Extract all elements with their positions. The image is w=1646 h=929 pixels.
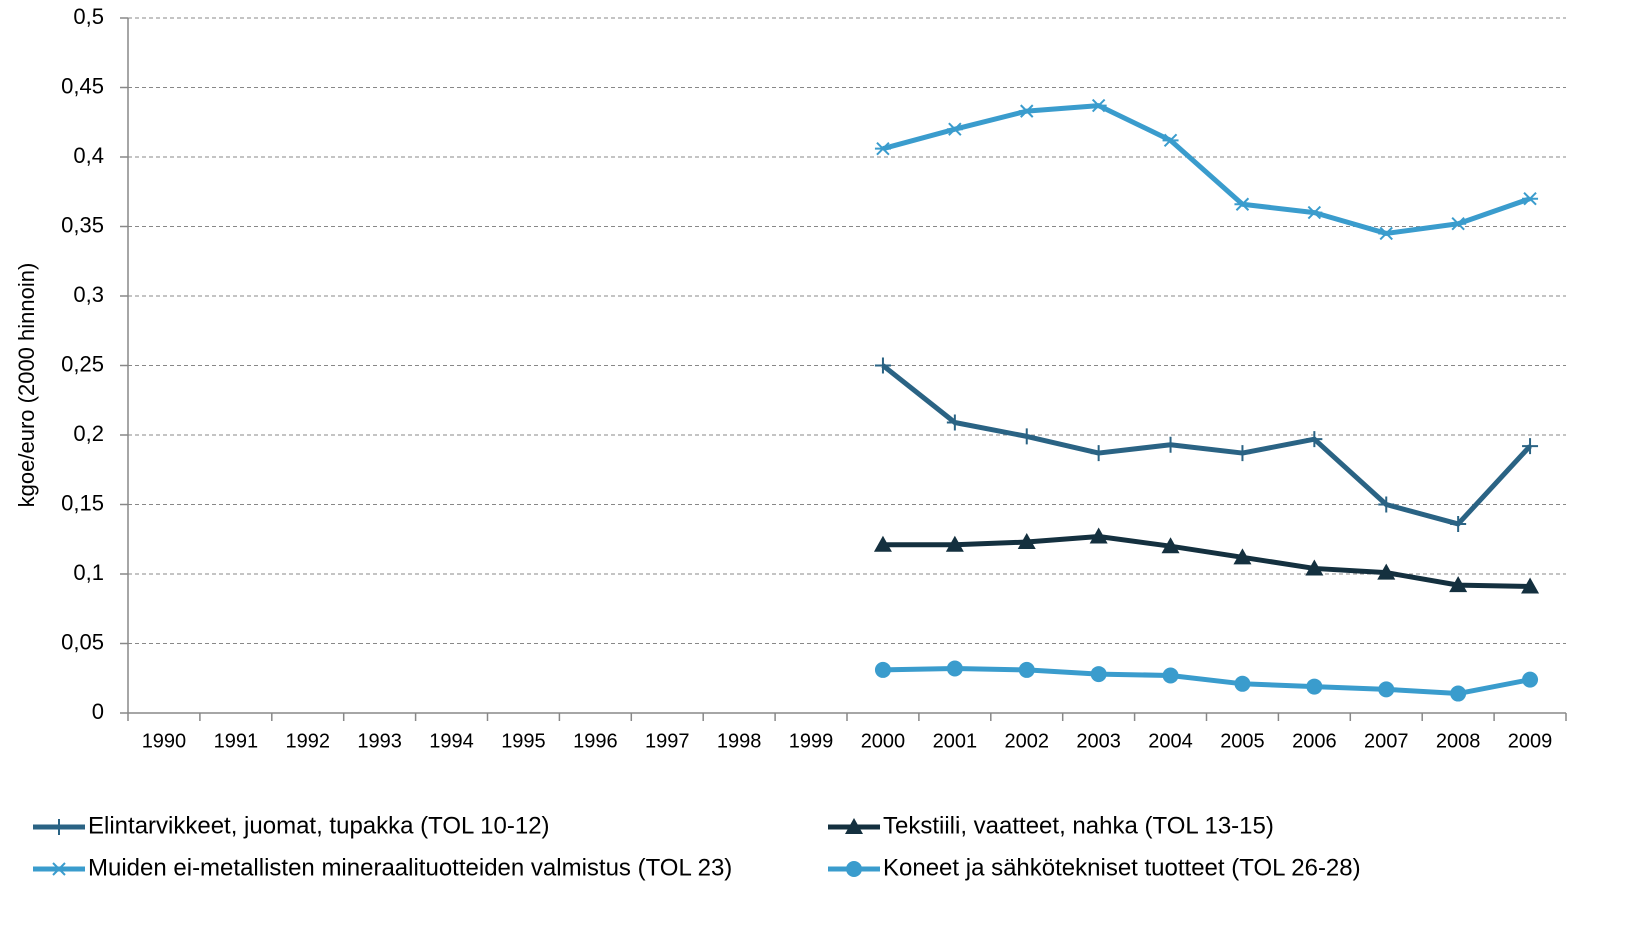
- marker: [1306, 678, 1323, 695]
- marker: [1161, 537, 1180, 554]
- marker: [51, 819, 67, 835]
- y-tick-label: 0,4: [73, 143, 104, 168]
- x-tick-label: 2009: [1508, 730, 1553, 752]
- x-tick-label: 1994: [429, 730, 474, 752]
- marker: [1450, 217, 1467, 231]
- marker: [51, 862, 67, 876]
- marker: [846, 861, 862, 877]
- x-tick-label: 2008: [1436, 730, 1481, 752]
- x-tick-label: 2007: [1364, 730, 1409, 752]
- marker: [1234, 445, 1251, 462]
- marker: [1018, 104, 1035, 118]
- marker: [1018, 428, 1035, 445]
- marker: [1089, 527, 1108, 544]
- x-tick-label: 1991: [214, 730, 259, 752]
- marker: [1162, 667, 1179, 684]
- y-tick-label: 0,1: [73, 560, 104, 585]
- marker: [1306, 205, 1323, 220]
- y-tick-label: 0,5: [73, 4, 104, 29]
- y-tick-label: 0,05: [61, 629, 104, 654]
- y-tick-label: 0,2: [73, 421, 104, 446]
- marker: [874, 141, 891, 156]
- marker: [1017, 533, 1036, 550]
- marker: [1090, 98, 1107, 113]
- marker: [945, 535, 964, 552]
- marker: [1090, 445, 1107, 462]
- marker: [1378, 681, 1395, 698]
- marker: [1378, 226, 1395, 241]
- legend-item: Elintarvikkeet, juomat, tupakka (TOL 10-…: [33, 812, 550, 839]
- marker: [946, 660, 963, 677]
- marker: [1306, 431, 1323, 448]
- legend-label: Muiden ei-metallisten mineraalituotteide…: [88, 854, 732, 881]
- marker: [1450, 685, 1467, 702]
- legend-label: Koneet ja sähkötekniset tuotteet (TOL 26…: [883, 854, 1361, 881]
- y-tick-label: 0,45: [61, 73, 104, 98]
- marker: [946, 122, 963, 136]
- y-axis-label: kgoe/euro (2000 hinnoin): [14, 263, 39, 508]
- x-tick-label: 1990: [142, 730, 187, 752]
- x-tick-label: 1996: [573, 730, 618, 752]
- x-tick-label: 2005: [1220, 730, 1265, 752]
- y-tick-label: 0: [92, 699, 104, 724]
- x-tick-label: 2004: [1148, 730, 1193, 752]
- marker: [873, 535, 892, 552]
- x-tick-label: 1993: [357, 730, 402, 752]
- marker: [1162, 133, 1179, 148]
- marker: [1233, 548, 1252, 565]
- x-tick-label: 1999: [789, 730, 834, 752]
- x-tick-label: 2000: [861, 730, 906, 752]
- x-tick-label: 2006: [1292, 730, 1337, 752]
- marker: [1305, 559, 1324, 576]
- legend-item: Koneet ja sähkötekniset tuotteet (TOL 26…: [828, 854, 1361, 881]
- marker: [874, 357, 891, 374]
- x-tick-label: 2003: [1076, 730, 1121, 752]
- x-tick-label: 1992: [286, 730, 331, 752]
- marker: [1378, 496, 1395, 513]
- series-line: [882, 533, 1531, 590]
- marker: [946, 414, 963, 431]
- marker: [1522, 671, 1539, 688]
- y-tick-label: 0,25: [61, 351, 104, 376]
- marker: [1449, 576, 1468, 593]
- y-tick-label: 0,35: [61, 212, 104, 237]
- marker: [1090, 666, 1107, 683]
- x-tick-label: 1995: [501, 730, 546, 752]
- marker: [1162, 436, 1179, 453]
- x-tick-label: 2002: [1005, 730, 1050, 752]
- x-tick-label: 2001: [933, 730, 978, 752]
- y-tick-label: 0,3: [73, 282, 104, 307]
- y-tick-label: 0,15: [61, 490, 104, 515]
- legend-item: Tekstiili, vaatteet, nahka (TOL 13-15): [828, 812, 1274, 839]
- marker: [1234, 197, 1251, 211]
- marker: [874, 661, 891, 678]
- series-line: [882, 103, 1531, 236]
- marker: [1450, 515, 1467, 532]
- x-tick-label: 1997: [645, 730, 690, 752]
- series-line: [882, 666, 1531, 697]
- x-tick-label: 1998: [717, 730, 762, 752]
- marker: [1018, 661, 1035, 678]
- marker: [1522, 438, 1539, 455]
- marker: [1234, 675, 1251, 692]
- legend-label: Elintarvikkeet, juomat, tupakka (TOL 10-…: [88, 812, 550, 839]
- series-line: [881, 363, 1532, 527]
- marker: [1377, 563, 1396, 580]
- legend-item: Muiden ei-metallisten mineraalituotteide…: [33, 854, 732, 881]
- marker: [845, 818, 863, 834]
- legend-label: Tekstiili, vaatteet, nahka (TOL 13-15): [883, 812, 1274, 839]
- marker: [1521, 577, 1540, 594]
- marker: [1522, 191, 1539, 206]
